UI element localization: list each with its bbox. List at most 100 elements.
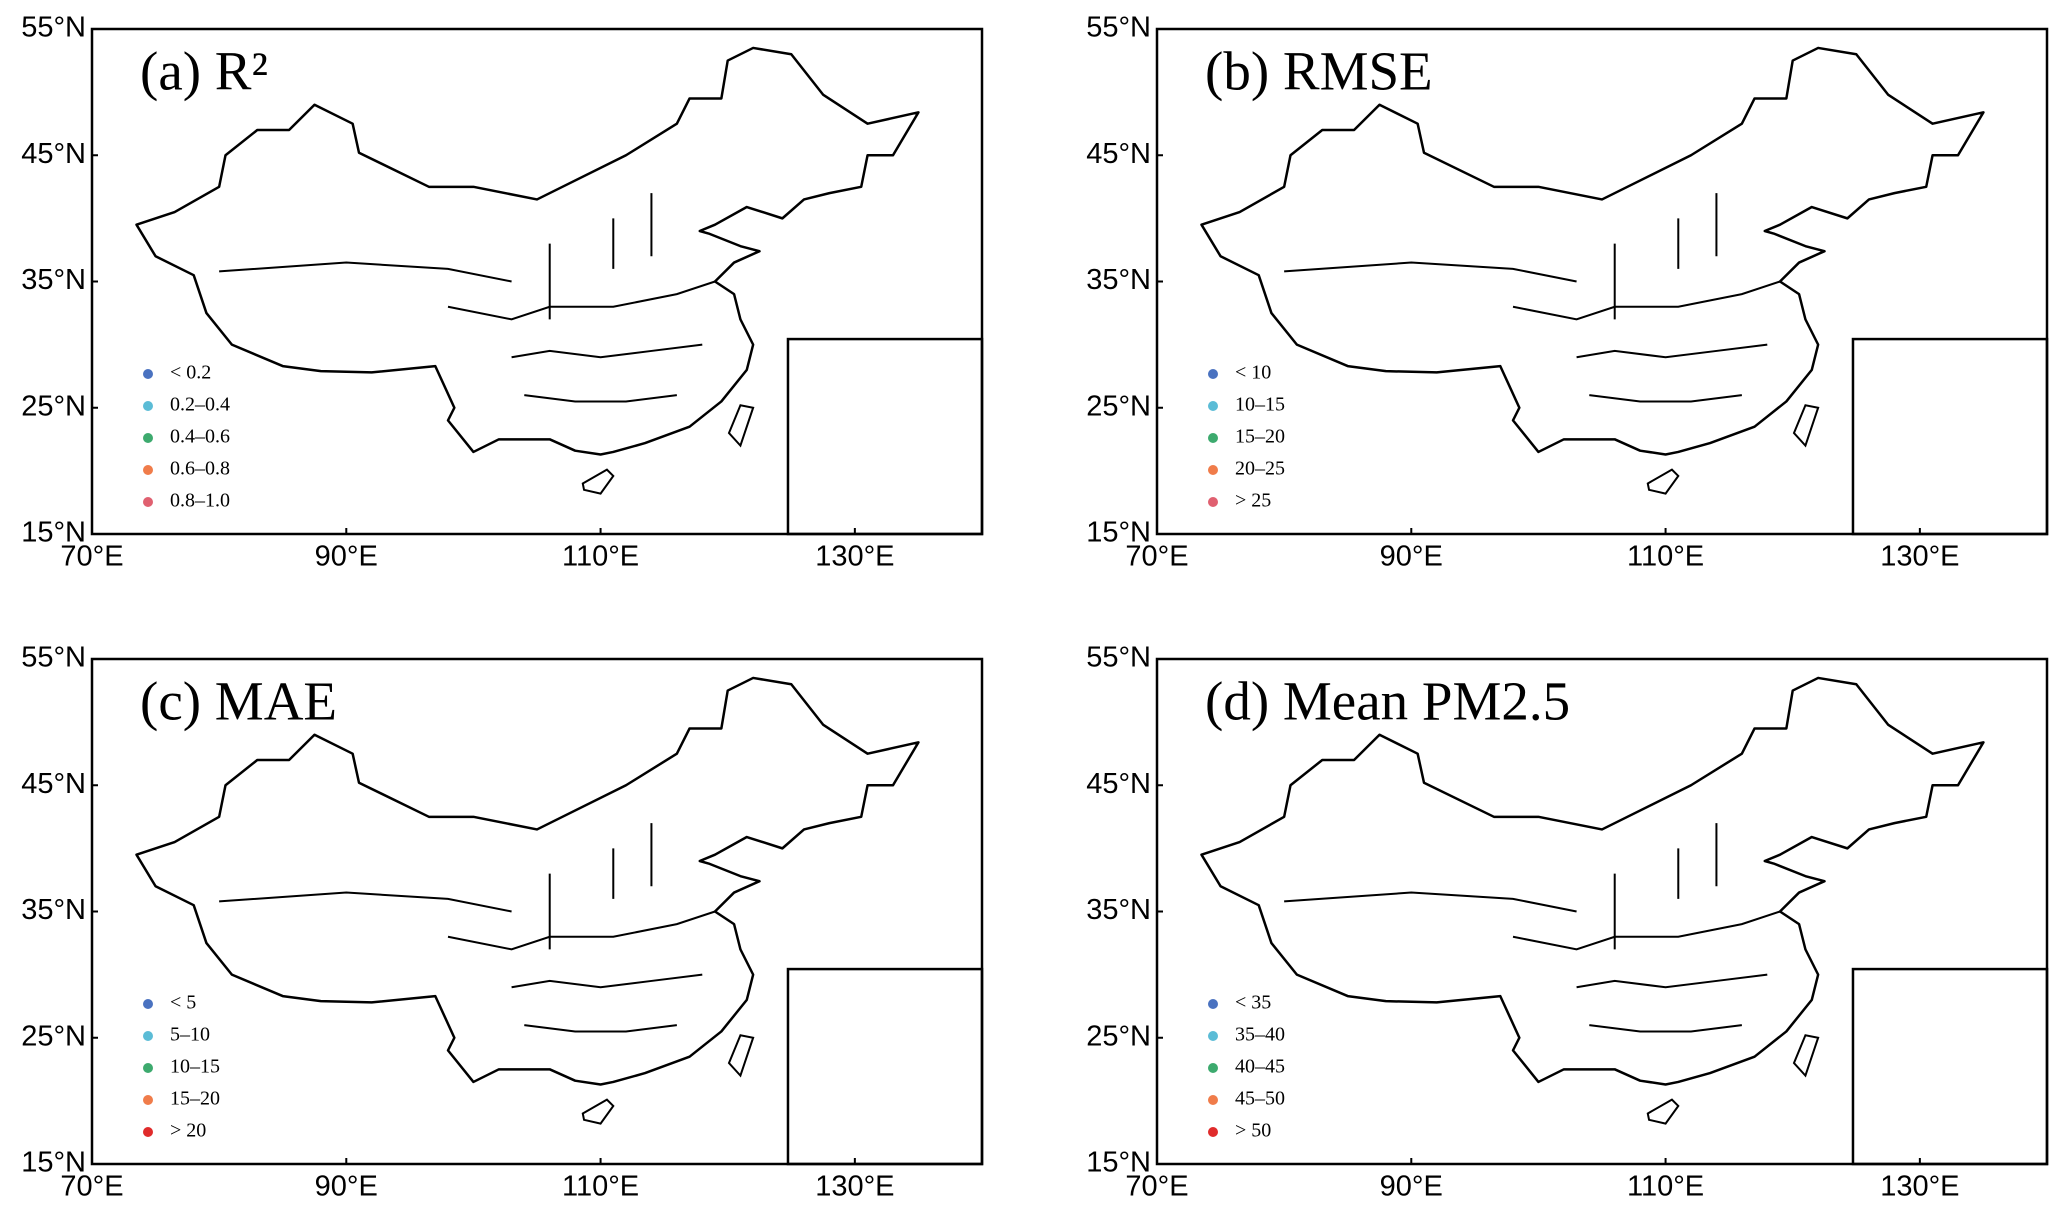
legend-label: > 20 xyxy=(170,1120,206,1142)
province-border xyxy=(1589,394,1742,403)
island xyxy=(581,1098,615,1125)
legend-marker xyxy=(1208,401,1218,411)
island xyxy=(1646,468,1680,495)
legend-label: < 10 xyxy=(1235,362,1271,384)
legend-marker xyxy=(143,1095,153,1105)
island xyxy=(727,1034,755,1078)
province-border xyxy=(524,1024,677,1033)
legend-marker xyxy=(143,369,153,379)
island xyxy=(1792,1034,1820,1078)
y-tick-label: 35°N xyxy=(21,894,86,926)
map-panel: 70°E 90°E 110°E 130°E 15°N 25°N 35°N 45°N 55°N (b… xyxy=(1086,12,2049,573)
country-outline xyxy=(135,676,920,1086)
legend-marker xyxy=(143,465,153,475)
inset-frame xyxy=(1851,967,2049,1166)
map-panel: 70°E 90°E 110°E 130°E 15°N 25°N 35°N 45°N 55°N (a… xyxy=(21,12,984,573)
legend-marker xyxy=(1208,999,1218,1009)
y-tick-label: 15°N xyxy=(1086,517,1151,549)
legend-label: > 50 xyxy=(1235,1120,1271,1142)
legend-label: 40–45 xyxy=(1235,1056,1285,1078)
x-tick-label: 130°E xyxy=(1880,1171,1959,1203)
legend-marker xyxy=(1208,1031,1218,1041)
y-tick-label: 55°N xyxy=(1086,642,1151,674)
legend-label: 15–20 xyxy=(1235,426,1285,448)
x-tick-label: 90°E xyxy=(315,541,378,573)
legend-label: 0.8–1.0 xyxy=(170,490,230,512)
province-border xyxy=(1589,1024,1742,1033)
province-border xyxy=(447,280,716,321)
legend-marker xyxy=(1208,1095,1218,1105)
y-tick-label: 35°N xyxy=(1086,894,1151,926)
y-tick-label: 25°N xyxy=(1086,390,1151,422)
country-outline xyxy=(135,46,920,456)
x-tick-label: 110°E xyxy=(1627,541,1704,573)
y-tick-label: 25°N xyxy=(21,1020,86,1052)
y-tick-label: 45°N xyxy=(1086,768,1151,800)
legend-label: < 5 xyxy=(170,992,196,1014)
y-tick-label: 15°N xyxy=(21,517,86,549)
y-tick-label: 45°N xyxy=(1086,138,1151,170)
y-tick-label: 35°N xyxy=(1086,264,1151,296)
legend-marker xyxy=(143,999,153,1009)
y-tick-label: 25°N xyxy=(1086,1020,1151,1052)
country-outline xyxy=(1200,46,1985,456)
province-border xyxy=(219,891,512,913)
legend-marker xyxy=(143,497,153,507)
y-tick-label: 55°N xyxy=(21,642,86,674)
x-tick-label: 70°E xyxy=(60,541,123,573)
legend-marker xyxy=(1208,1127,1218,1137)
province-border xyxy=(1512,910,1781,951)
panel-title: (a) R² xyxy=(140,41,268,102)
legend-label: 5–10 xyxy=(170,1024,210,1046)
legend-marker xyxy=(1208,497,1218,507)
province-border xyxy=(1284,891,1577,913)
province-border xyxy=(1284,261,1577,283)
y-tick-label: 25°N xyxy=(21,390,86,422)
province-border xyxy=(219,261,512,283)
legend-label: > 25 xyxy=(1235,490,1271,512)
province-border xyxy=(1576,973,1768,989)
y-tick-label: 45°N xyxy=(21,768,86,800)
x-tick-label: 90°E xyxy=(315,1171,378,1203)
legend-label: 0.4–0.6 xyxy=(170,426,230,448)
legend-label: 0.6–0.8 xyxy=(170,458,230,480)
x-tick-label: 130°E xyxy=(1880,541,1959,573)
map-panel: 70°E 90°E 110°E 130°E 15°N 25°N 35°N 45°N 55°N (c… xyxy=(21,642,984,1203)
panel-title: (c) MAE xyxy=(140,671,337,732)
country-outline xyxy=(1200,676,1985,1086)
inset-frame xyxy=(1851,337,2049,536)
legend-label: 0.2–0.4 xyxy=(170,394,230,416)
y-tick-label: 55°N xyxy=(1086,12,1151,44)
x-tick-label: 110°E xyxy=(562,1171,639,1203)
x-tick-label: 130°E xyxy=(815,541,894,573)
x-tick-label: 90°E xyxy=(1380,541,1443,573)
legend-label: 35–40 xyxy=(1235,1024,1285,1046)
island xyxy=(1646,1098,1680,1125)
x-tick-label: 70°E xyxy=(1125,1171,1188,1203)
legend-label: 45–50 xyxy=(1235,1088,1285,1110)
legend-marker xyxy=(143,1031,153,1041)
y-tick-label: 15°N xyxy=(21,1147,86,1179)
x-tick-label: 90°E xyxy=(1380,1171,1443,1203)
legend-marker xyxy=(143,401,153,411)
legend-marker xyxy=(1208,1063,1218,1073)
inset-frame xyxy=(786,967,984,1166)
legend-marker xyxy=(143,1063,153,1073)
map-panel: 70°E 90°E 110°E 130°E 15°N 25°N 35°N 45°N 55°N (d… xyxy=(1086,642,2049,1203)
legend-label: 20–25 xyxy=(1235,458,1285,480)
legend-label: 10–15 xyxy=(1235,394,1285,416)
y-tick-label: 15°N xyxy=(1086,1147,1151,1179)
province-border xyxy=(447,910,716,951)
province-border xyxy=(511,343,703,359)
province-border xyxy=(511,973,703,989)
province-border xyxy=(524,394,677,403)
legend-label: < 0.2 xyxy=(170,362,211,384)
legend-label: < 35 xyxy=(1235,992,1271,1014)
legend-marker xyxy=(143,1127,153,1137)
legend-label: 15–20 xyxy=(170,1088,220,1110)
inset-frame xyxy=(786,337,984,536)
x-tick-label: 110°E xyxy=(1627,1171,1704,1203)
legend-marker xyxy=(1208,433,1218,443)
panel-title: (b) RMSE xyxy=(1205,41,1433,102)
island xyxy=(1792,404,1820,448)
